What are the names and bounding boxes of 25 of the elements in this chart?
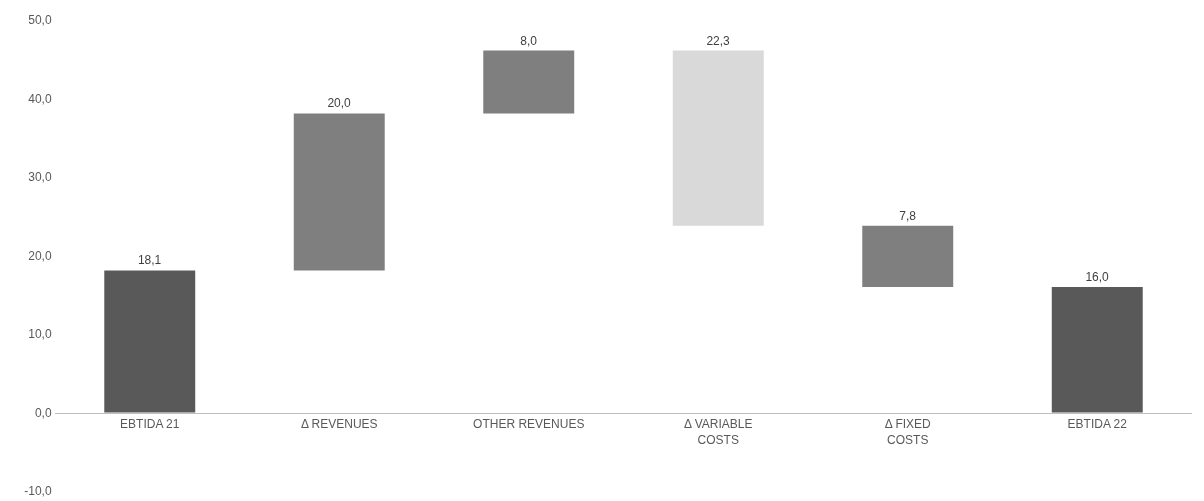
- bar: [672, 50, 764, 226]
- x-tick-label: Δ VARIABLE COSTS: [684, 416, 753, 447]
- x-tick-label: Δ FIXED COSTS: [884, 416, 932, 447]
- data-label: 7,8: [899, 208, 917, 223]
- y-tick-label: -10,0: [24, 484, 52, 499]
- y-tick-label: 20,0: [28, 248, 52, 263]
- x-tick-label: OTHER REVENUES: [473, 416, 585, 431]
- bar: [293, 113, 385, 271]
- data-label: 8,0: [520, 33, 538, 48]
- y-tick-label: 40,0: [28, 91, 52, 106]
- data-label: 22,3: [706, 33, 731, 48]
- data-label: 20,0: [327, 96, 352, 111]
- data-label: 18,1: [137, 253, 162, 268]
- y-tick-label: 30,0: [28, 170, 52, 185]
- bar: [862, 225, 954, 287]
- data-label: 16,0: [1085, 269, 1110, 284]
- bar: [483, 50, 575, 114]
- x-tick-label: EBTIDA 21: [120, 416, 180, 431]
- x-tick-label: Δ REVENUES: [300, 416, 378, 431]
- bar: [1051, 286, 1143, 413]
- y-tick-label: 10,0: [28, 327, 52, 342]
- y-tick-label: 0,0: [34, 405, 52, 420]
- y-tick-label: 50,0: [28, 13, 52, 28]
- x-tick-label: EBTIDA 22: [1067, 416, 1128, 431]
- bar: [104, 270, 196, 413]
